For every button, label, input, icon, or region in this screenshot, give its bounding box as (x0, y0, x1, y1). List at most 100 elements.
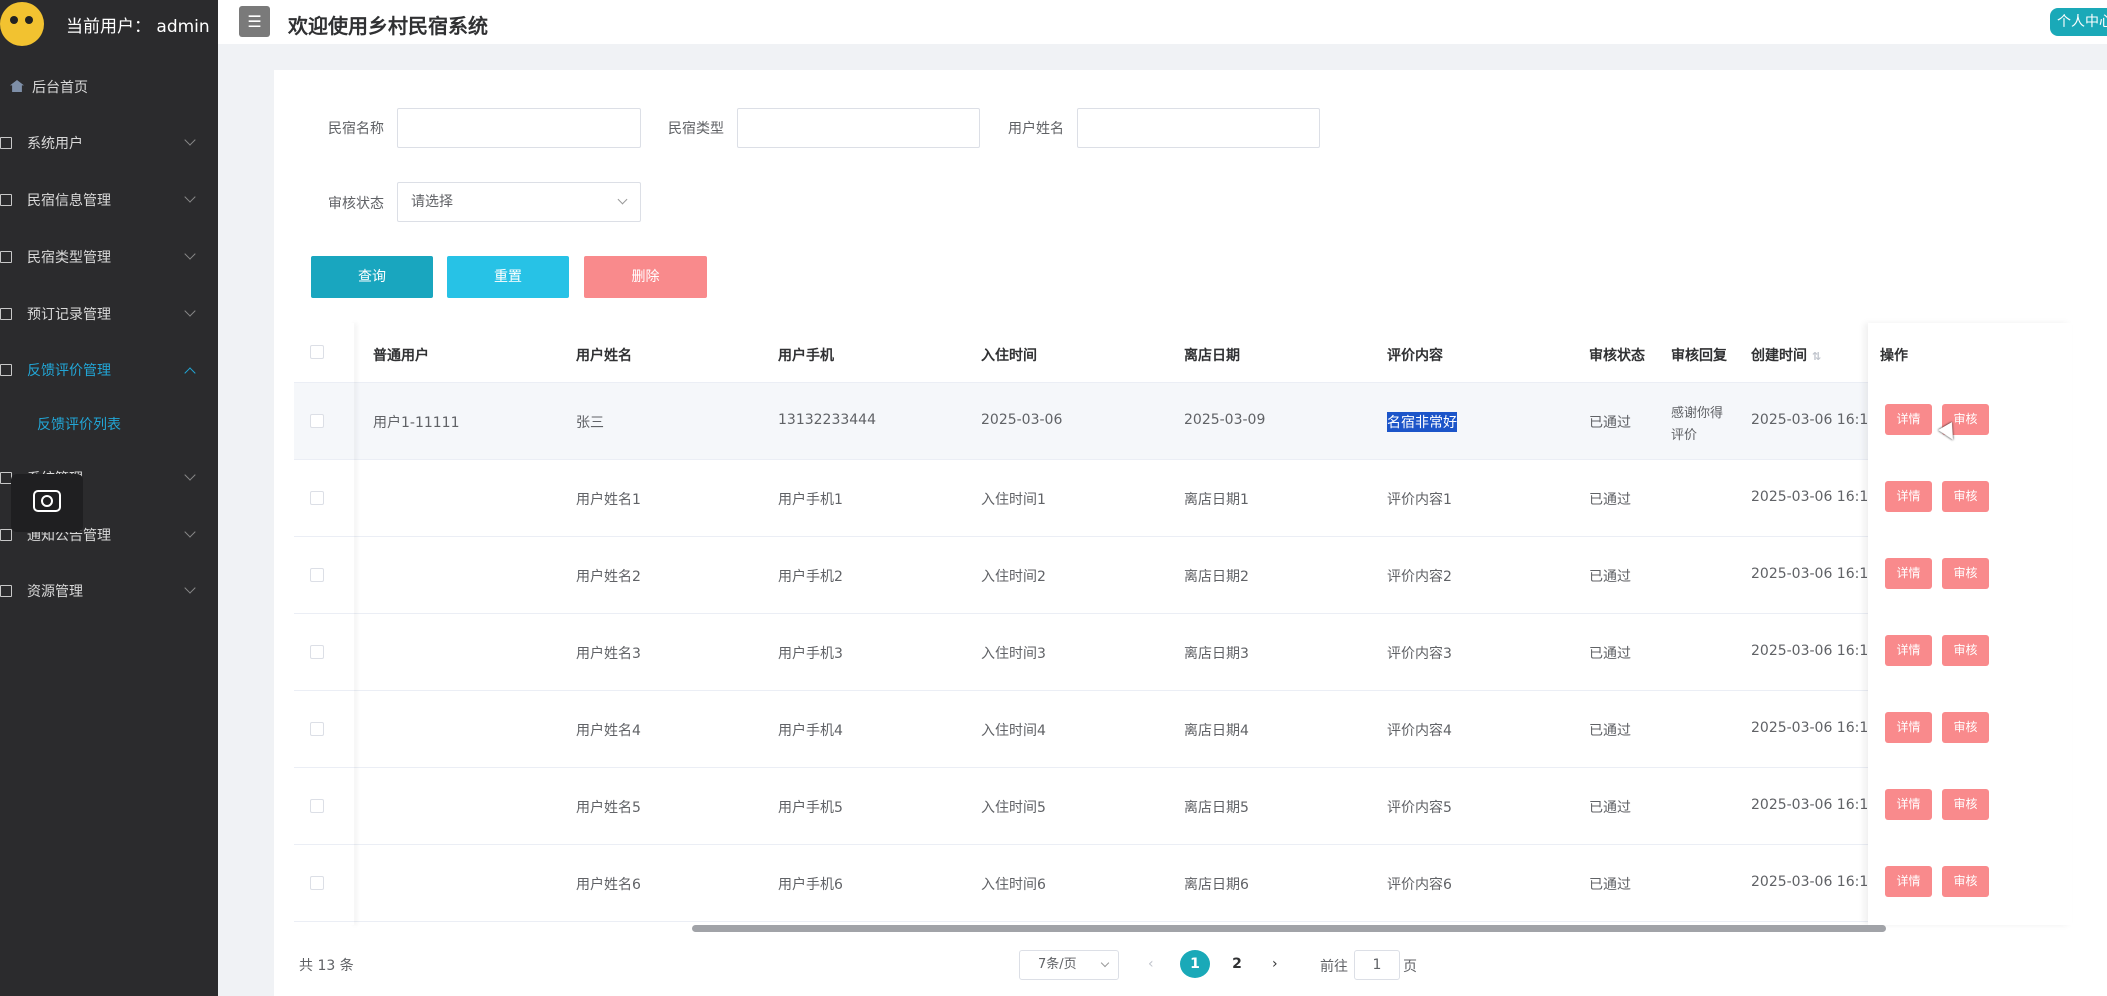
detail-button[interactable]: 详情 (1885, 635, 1932, 666)
column-header-phone: 用户手机 (778, 348, 834, 364)
sidebar-item-homestay-type[interactable]: 民宿类型管理 (0, 237, 218, 277)
homestay-type-input[interactable] (737, 108, 980, 148)
detail-button[interactable]: 详情 (1885, 558, 1932, 589)
row-checkbox[interactable] (310, 491, 324, 505)
edit-icon (0, 585, 12, 597)
screenshot-tool-button[interactable] (11, 474, 83, 532)
camera-icon (33, 490, 61, 512)
review-button[interactable]: 审核 (1942, 789, 1989, 820)
sidebar-item-resources[interactable]: 资源管理 (0, 571, 218, 611)
sidebar-item-home[interactable]: 后台首页 (0, 67, 218, 107)
table-cell-checkin: 入住时间1 (981, 492, 1046, 508)
review-button[interactable]: 审核 (1942, 635, 1989, 666)
detail-button[interactable]: 详情 (1885, 481, 1932, 512)
table-cell-content: 评价内容3 (1387, 646, 1452, 662)
reset-button[interactable]: 重置 (447, 256, 569, 298)
review-button[interactable]: 审核 (1942, 712, 1989, 743)
table-cell-name: 用户姓名4 (576, 723, 641, 739)
detail-button[interactable]: 详情 (1885, 712, 1932, 743)
chevron-down-icon (184, 305, 196, 317)
column-header-user: 普通用户 (373, 348, 429, 364)
sidebar-item-homestay-info[interactable]: 民宿信息管理 (0, 180, 218, 220)
header-divider (294, 382, 2072, 383)
table-cell-name: 用户姓名2 (576, 569, 641, 585)
table-cell-created: 2025-03-06 16:10 (1751, 643, 1878, 659)
review-button[interactable]: 审核 (1942, 866, 1989, 897)
goto-page-input[interactable]: 1 (1354, 950, 1400, 980)
sidebar-item-system-users[interactable]: 系统用户 (0, 123, 218, 163)
page-size-select[interactable]: 7条/页 (1019, 950, 1119, 980)
table-cell-checkout: 离店日期3 (1184, 646, 1249, 662)
detail-button[interactable]: 详情 (1885, 866, 1932, 897)
personal-center-button[interactable]: 个人中心 (2050, 8, 2107, 36)
row-checkbox[interactable] (310, 645, 324, 659)
sidebar-item-notices[interactable]: 通知公告管理 (0, 515, 218, 555)
table-cell-checkout: 离店日期6 (1184, 877, 1249, 893)
column-header-created-label: 创建时间 (1751, 348, 1807, 364)
table-cell-checkout: 2025-03-09 (1184, 412, 1266, 428)
table-cell-checkin: 入住时间3 (981, 646, 1046, 662)
table-cell-reply: 感谢你得 (1671, 406, 1724, 421)
select-all-checkbox[interactable] (310, 345, 324, 359)
horizontal-scrollbar[interactable] (692, 925, 1886, 932)
current-user: 当前用户： admin (66, 12, 210, 37)
row-divider (294, 536, 2072, 537)
delete-button[interactable]: 删除 (584, 256, 707, 298)
table-cell-status: 已通过 (1589, 877, 1631, 893)
chevron-down-icon (184, 582, 196, 594)
review-button[interactable]: 审核 (1942, 404, 1989, 435)
chevron-down-icon (184, 469, 196, 481)
column-header-checkout: 离店日期 (1184, 348, 1240, 364)
detail-button[interactable]: 详情 (1885, 404, 1932, 435)
column-header-created[interactable]: 创建时间 ⇅ (1751, 345, 1821, 365)
row-checkbox[interactable] (310, 876, 324, 890)
query-button[interactable]: 查询 (311, 256, 433, 298)
homestay-name-input[interactable] (397, 108, 641, 148)
edit-icon (0, 308, 12, 320)
homestay-name-label: 民宿名称 (328, 121, 384, 137)
table-cell-checkout: 离店日期1 (1184, 492, 1249, 508)
detail-button[interactable]: 详情 (1885, 789, 1932, 820)
pagination-total: 共 13 条 (299, 958, 354, 974)
user-name-input[interactable] (1077, 108, 1320, 148)
column-header-name: 用户姓名 (576, 348, 632, 364)
edit-icon (0, 251, 12, 263)
row-checkbox[interactable] (310, 568, 324, 582)
current-user-label: 当前用户： (66, 17, 151, 37)
table-cell-content: 名宿非常好 (1387, 412, 1457, 432)
table-cell-checkin: 入住时间2 (981, 569, 1046, 585)
sort-icon[interactable]: ⇅ (1811, 350, 1822, 363)
table-cell-status: 已通过 (1589, 492, 1631, 508)
row-divider (294, 613, 2072, 614)
next-page-button[interactable]: › (1272, 956, 1278, 972)
review-button[interactable]: 审核 (1942, 481, 1989, 512)
row-divider (294, 459, 2072, 460)
table-cell-created: 2025-03-06 16:10 (1751, 797, 1878, 813)
table-cell-created: 2025-03-06 16:10 (1751, 489, 1878, 505)
sidebar-subitem-feedback-list[interactable]: 反馈评价列表 (37, 417, 121, 433)
sidebar-item-label: 预订记录管理 (27, 307, 111, 323)
review-button[interactable]: 审核 (1942, 558, 1989, 589)
row-checkbox[interactable] (310, 799, 324, 813)
table-cell-checkin: 入住时间6 (981, 877, 1046, 893)
table-cell-checkout: 离店日期5 (1184, 800, 1249, 816)
table-cell-phone: 用户手机6 (778, 877, 843, 893)
row-checkbox[interactable] (310, 722, 324, 736)
row-divider (294, 767, 2072, 768)
avatar[interactable] (0, 2, 44, 46)
table-cell-created: 2025-03-06 16:17 (1751, 412, 1878, 428)
page-2-button[interactable]: 2 (1232, 956, 1242, 972)
sidebar-item-bookings[interactable]: 预订记录管理 (0, 294, 218, 334)
chevron-down-icon (1100, 958, 1110, 968)
page-1-button[interactable]: 1 (1180, 950, 1210, 978)
review-status-select[interactable]: 请选择 (397, 182, 641, 222)
sidebar-item-feedback[interactable]: 反馈评价管理 (0, 350, 218, 390)
user-info: 当前用户： admin (0, 0, 218, 46)
review-status-placeholder: 请选择 (411, 194, 453, 210)
prev-page-button[interactable]: ‹ (1148, 956, 1154, 972)
review-status-label: 审核状态 (328, 196, 384, 212)
menu-toggle-button[interactable]: ☰ (239, 6, 270, 37)
row-checkbox[interactable] (310, 414, 324, 428)
sidebar-item-label: 反馈评价管理 (27, 363, 111, 379)
goto-prefix: 前往 (1320, 959, 1348, 975)
